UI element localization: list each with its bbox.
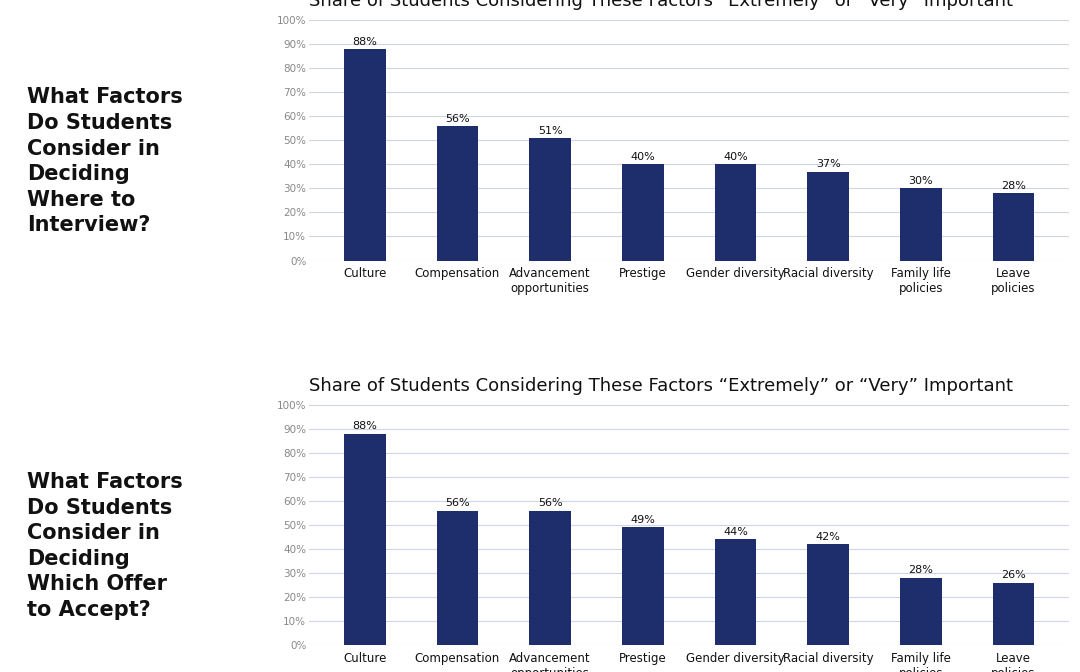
Text: 30%: 30% <box>908 176 933 186</box>
Text: 88%: 88% <box>352 36 377 46</box>
Text: Share of Students Considering These Factors “Extremely” or “Very” Important: Share of Students Considering These Fact… <box>309 377 1013 395</box>
Text: 56%: 56% <box>538 498 563 508</box>
Text: 51%: 51% <box>538 126 563 136</box>
Text: 26%: 26% <box>1001 571 1026 580</box>
Text: 49%: 49% <box>631 515 656 525</box>
Bar <box>900 578 942 645</box>
Bar <box>436 511 478 645</box>
Text: What Factors
Do Students
Consider in
Deciding
Where to
Interview?: What Factors Do Students Consider in Dec… <box>27 87 183 235</box>
Text: 88%: 88% <box>352 421 377 431</box>
Text: What Factors
Do Students
Consider in
Deciding
Which Offer
to Accept?: What Factors Do Students Consider in Dec… <box>27 472 183 620</box>
Bar <box>808 171 849 261</box>
Bar <box>622 165 663 261</box>
Text: 42%: 42% <box>815 532 840 542</box>
Text: 28%: 28% <box>1001 181 1026 191</box>
Bar <box>436 126 478 261</box>
Text: Share of Students Considering These Factors “Extremely” or “Very” Important: Share of Students Considering These Fact… <box>309 0 1013 10</box>
Bar <box>993 194 1035 261</box>
Bar <box>993 583 1035 645</box>
Bar <box>529 138 571 261</box>
Text: 37%: 37% <box>815 159 840 169</box>
Bar <box>529 511 571 645</box>
Text: 40%: 40% <box>631 152 656 162</box>
Bar <box>343 433 386 645</box>
Text: 56%: 56% <box>445 114 470 124</box>
Bar <box>715 540 756 645</box>
Text: 56%: 56% <box>445 498 470 508</box>
Bar <box>343 49 386 261</box>
Text: 28%: 28% <box>908 565 933 575</box>
Bar <box>900 188 942 261</box>
Text: 40%: 40% <box>724 152 747 162</box>
Text: 44%: 44% <box>723 527 748 537</box>
Bar <box>715 165 756 261</box>
Bar <box>622 528 663 645</box>
Bar <box>808 544 849 645</box>
